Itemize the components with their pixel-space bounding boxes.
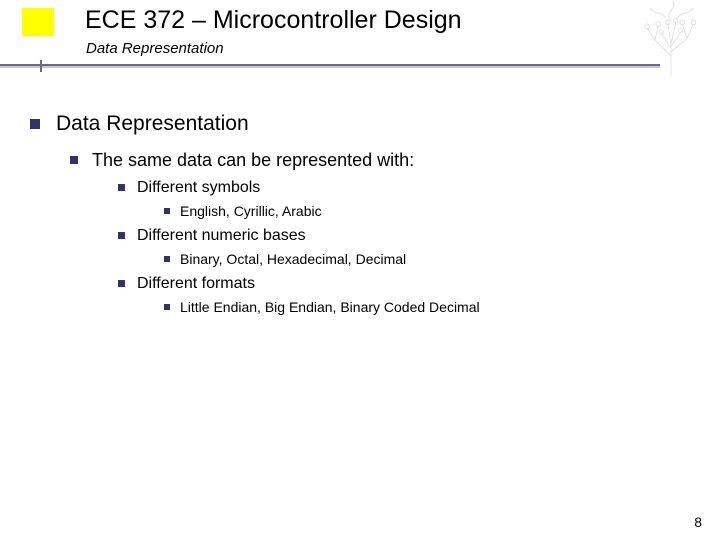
list-item: Data Representation xyxy=(30,112,690,136)
bullet-icon xyxy=(118,184,125,191)
level1-text: Data Representation xyxy=(56,112,249,136)
level3-text: Different symbols xyxy=(137,179,260,197)
level4-text: Little Endian, Big Endian, Binary Coded … xyxy=(180,299,480,315)
slide-title: ECE 372 – Microcontroller Design xyxy=(85,6,462,35)
bullet-icon xyxy=(118,280,125,287)
list-item: Binary, Octal, Hexadecimal, Decimal xyxy=(164,251,690,267)
page-number-text: 8 xyxy=(694,514,702,530)
level4-text: Binary, Octal, Hexadecimal, Decimal xyxy=(180,251,406,267)
list-item: Little Endian, Big Endian, Binary Coded … xyxy=(164,299,690,315)
list-item: The same data can be represented with: xyxy=(70,150,690,171)
header-tick xyxy=(40,60,42,72)
title-text: ECE 372 – Microcontroller Design xyxy=(85,6,462,34)
level3-text: Different formats xyxy=(137,275,255,293)
bullet-icon xyxy=(30,119,40,129)
list-item: English, Cyrillic, Arabic xyxy=(164,203,690,219)
slide-subtitle: Data Representation xyxy=(86,40,224,57)
list-item: Different numeric bases xyxy=(118,227,690,245)
level2-text: The same data can be represented with: xyxy=(92,150,414,171)
list-item: Different formats xyxy=(118,275,690,293)
subtitle-text: Data Representation xyxy=(86,40,224,57)
bullet-icon xyxy=(118,232,125,239)
bullet-icon xyxy=(164,256,170,262)
list-item: Different symbols xyxy=(118,179,690,197)
corner-art-icon xyxy=(626,0,716,80)
bullet-icon xyxy=(164,208,170,214)
slide: ECE 372 – Microcontroller Design Data Re… xyxy=(0,0,720,540)
bullet-icon xyxy=(164,304,170,310)
slide-body: Data Representation The same data can be… xyxy=(30,112,690,319)
bullet-icon xyxy=(70,156,78,164)
accent-block xyxy=(22,8,54,36)
page-number: 8 xyxy=(694,514,702,530)
level3-text: Different numeric bases xyxy=(137,227,306,245)
level4-text: English, Cyrillic, Arabic xyxy=(180,203,322,219)
header-rule-light xyxy=(0,66,660,68)
